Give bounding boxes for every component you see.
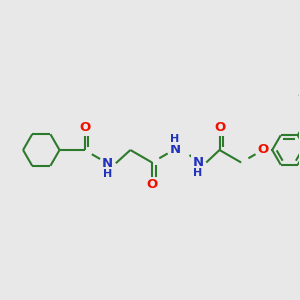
Text: O: O xyxy=(79,122,90,134)
Text: H: H xyxy=(193,168,203,178)
Text: N: N xyxy=(102,157,113,170)
Text: O: O xyxy=(146,178,158,191)
Text: O: O xyxy=(257,143,269,157)
Text: H: H xyxy=(170,134,180,144)
Text: N: N xyxy=(169,143,181,156)
Text: O: O xyxy=(214,122,225,134)
Text: N: N xyxy=(192,156,203,169)
Text: H: H xyxy=(103,169,112,179)
